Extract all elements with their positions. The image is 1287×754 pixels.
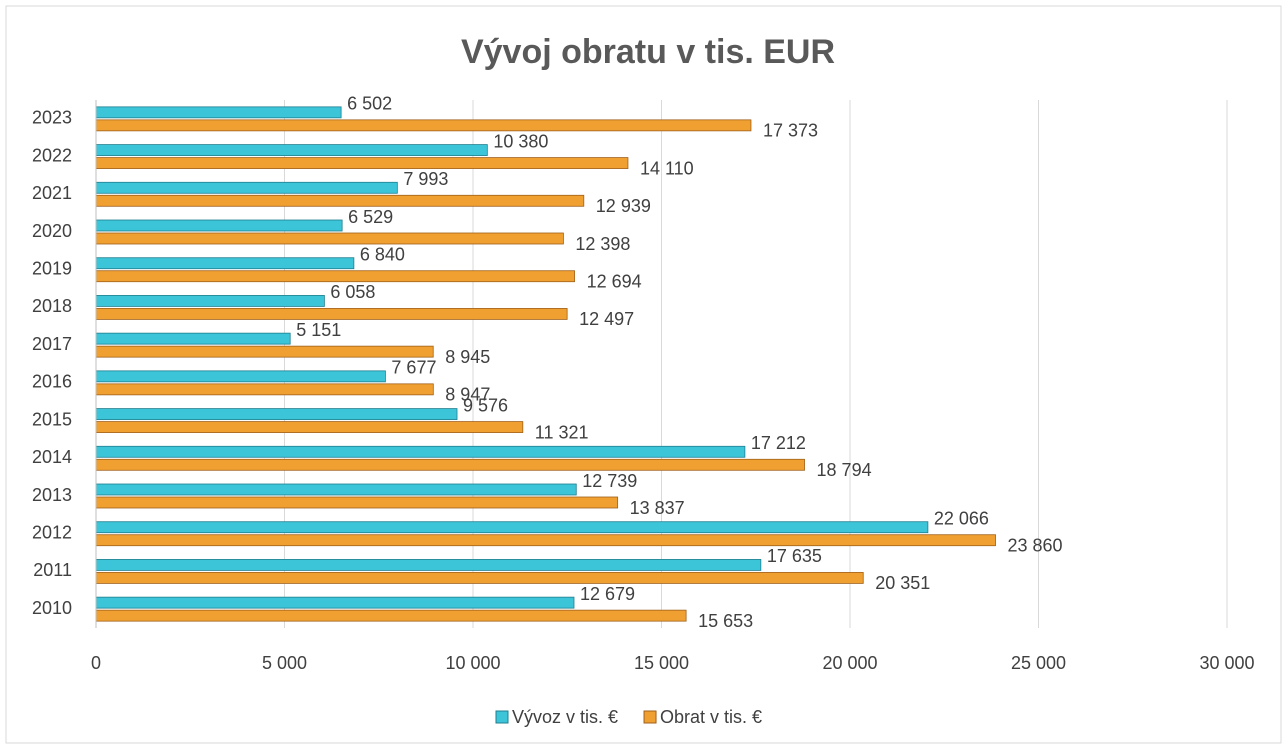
x-tick-label: 0 [91,653,101,673]
bar [95,144,488,156]
data-label: 20 351 [875,573,930,593]
y-tick-label: 2012 [32,522,72,542]
data-label: 22 066 [934,508,989,528]
data-label: 6 529 [348,207,393,227]
y-tick-label: 2020 [32,221,72,241]
data-label: 12 939 [596,196,651,216]
y-tick-label: 2018 [32,296,72,316]
bar [95,534,996,547]
data-label: 10 380 [493,131,548,151]
data-label: 15 653 [698,611,753,631]
y-tick-label: 2013 [32,485,72,505]
y-tick-label: 2016 [32,372,72,392]
data-label: 23 860 [1008,535,1063,555]
bar [95,483,577,496]
data-label: 8 945 [445,347,490,367]
bar [95,572,864,584]
bar [95,157,629,169]
x-tick-label: 15 000 [634,653,689,673]
x-tick-label: 10 000 [445,653,500,673]
data-label: 12 694 [587,271,642,291]
y-tick-label: 2010 [32,598,72,618]
bar [95,521,929,534]
bar [95,232,564,245]
data-label: 17 373 [763,121,818,141]
bar [95,496,619,509]
bar [95,559,762,571]
data-label: 9 576 [463,395,508,415]
bar [95,119,752,132]
data-label: 7 993 [403,169,448,189]
bar [95,308,568,320]
y-tick-label: 2017 [32,334,72,354]
y-tick-label: 2011 [33,560,72,580]
y-tick-label: 2022 [32,145,72,165]
bar [95,609,687,622]
data-label: 13 837 [630,498,685,518]
x-tick-label: 30 000 [1199,653,1254,673]
data-label: 6 840 [360,244,405,264]
bar [95,332,291,345]
bar [95,345,434,358]
data-label: 14 110 [640,158,694,178]
bar [95,106,342,119]
bar [95,408,458,420]
bar [95,295,325,307]
data-label: 7 677 [391,358,436,378]
x-tick-label: 5 000 [262,653,307,673]
legend-label: Vývoz v tis. € [512,707,618,727]
data-label: 12 739 [582,471,637,491]
bar [95,219,343,232]
data-label: 12 679 [580,584,635,604]
legend-label: Obrat v tis. € [660,707,762,727]
bar [95,458,805,471]
data-label: 8 947 [445,385,490,405]
data-label: 5 151 [296,320,341,340]
data-label: 17 635 [767,546,822,566]
bar [95,596,575,609]
bar [95,383,434,396]
bar [95,181,398,194]
y-tick-label: 2015 [32,409,72,429]
data-label: 12 497 [579,309,634,329]
bar [95,270,575,283]
bar [95,194,585,207]
data-label: 11 321 [535,422,589,442]
y-tick-label: 2021 [32,183,72,203]
bar [95,421,524,433]
bar [95,257,355,270]
y-tick-label: 2019 [32,258,72,278]
data-label: 6 502 [347,94,392,114]
y-tick-label: 2023 [32,108,72,128]
legend-swatch [643,710,657,724]
x-tick-label: 20 000 [822,653,877,673]
legend-swatch [495,710,509,724]
chart-title: Vývoj obratu v tis. EUR [461,33,835,71]
data-label: 12 398 [575,234,630,254]
x-tick-label: 25 000 [1011,653,1066,673]
data-label: 18 794 [817,460,872,480]
bar [95,445,746,458]
data-label: 17 212 [751,433,806,453]
data-label: 6 058 [330,282,375,302]
bar [95,370,386,383]
y-tick-label: 2014 [32,447,72,467]
